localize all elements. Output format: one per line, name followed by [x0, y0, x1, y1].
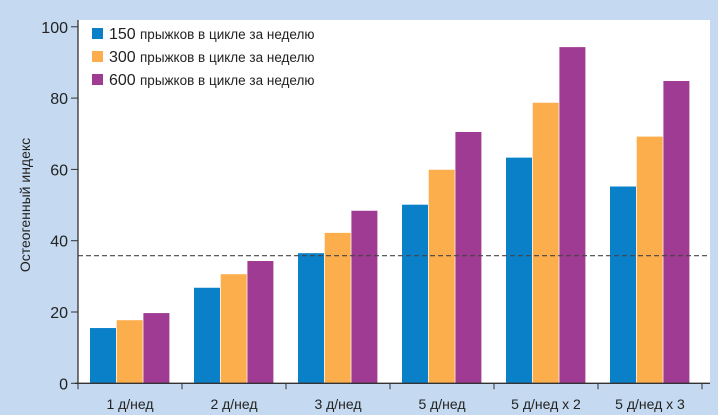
bar-150-2 [194, 287, 220, 384]
legend-number: 300 [109, 49, 136, 66]
bar-300-3 [324, 232, 351, 384]
bar-600-5 [559, 47, 586, 384]
legend-text: прыжков в цикле за неделю [140, 73, 315, 88]
y-tick-label: 100 [41, 20, 68, 37]
bar-300-4 [428, 169, 455, 384]
plot-area [78, 20, 710, 383]
bar-150-3 [298, 253, 324, 384]
bar-150-1 [90, 328, 116, 384]
bar-600-6 [663, 80, 690, 384]
bar-300-5 [532, 102, 559, 384]
bar-300-2 [220, 274, 247, 384]
x-tick-label: 3 д/нед [314, 396, 361, 412]
legend-number: 600 [109, 72, 136, 89]
bar-600-2 [247, 261, 274, 384]
legend-number: 150 [109, 26, 136, 43]
legend-swatch [92, 74, 103, 85]
legend-text: прыжков в цикле за неделю [140, 50, 315, 65]
bar-300-6 [636, 136, 663, 384]
y-axis-label: Остеогенный индекс [17, 138, 33, 272]
bar-600-1 [143, 313, 170, 384]
bar-150-6 [610, 186, 636, 384]
bar-300-1 [116, 320, 143, 384]
y-tick-label: 80 [50, 91, 68, 108]
legend-swatch [92, 28, 103, 39]
x-tick-label: 1 д/нед [106, 396, 153, 412]
legend-text: прыжков в цикле за неделю [140, 27, 315, 42]
y-tick-label: 0 [59, 376, 68, 393]
bar-600-4 [455, 131, 482, 384]
bar-150-5 [506, 157, 532, 384]
y-tick-label: 40 [50, 234, 68, 251]
x-tick-label: 2 д/нед [210, 396, 257, 412]
legend-swatch [92, 51, 103, 62]
x-tick-label: 5 д/нед [418, 396, 465, 412]
y-tick-label: 20 [50, 305, 68, 322]
y-tick-label: 60 [50, 162, 68, 179]
bar-150-4 [402, 204, 428, 384]
x-tick-label: 5 д/нед x 3 [615, 396, 685, 412]
x-tick-label: 5 д/нед x 2 [511, 396, 581, 412]
bar-600-3 [351, 210, 378, 384]
